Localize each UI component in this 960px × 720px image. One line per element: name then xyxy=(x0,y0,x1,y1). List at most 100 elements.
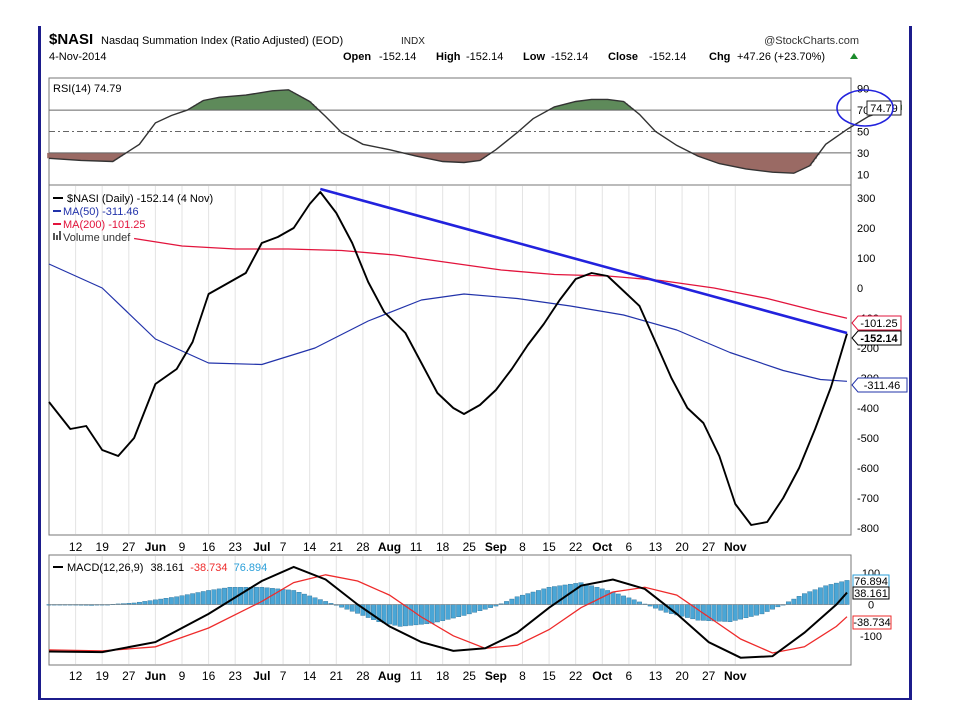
high-label: High xyxy=(436,51,461,63)
price-tick-label: -600 xyxy=(857,463,879,475)
x-tick-label: 20 xyxy=(675,540,689,554)
macd-hist-bar xyxy=(397,604,403,627)
macd-value-tags: 76.894 38.161 -38.734 xyxy=(852,574,892,630)
macd-hist-bar xyxy=(716,604,722,622)
price-tick-label: -200 xyxy=(857,343,879,355)
macd-hist-bar xyxy=(631,599,637,605)
macd-hist-bar xyxy=(184,594,190,605)
macd-legend-signal: -38.734 xyxy=(190,562,227,574)
brand-label: @StockCharts.com xyxy=(764,35,859,47)
macd-hist-bar xyxy=(504,601,509,605)
macd-hist-bar xyxy=(759,604,765,615)
macd-hist-bar xyxy=(844,580,850,605)
macd-hist-bar xyxy=(796,596,802,605)
price-tick-label: -700 xyxy=(857,493,879,505)
macd-hist-bar xyxy=(168,597,174,605)
macd-hist-bar xyxy=(812,589,818,605)
rsi-tick-label: 70 xyxy=(857,105,869,117)
x-tick-label: Jul xyxy=(253,669,270,683)
ma50-tag: -311.46 xyxy=(851,377,908,393)
macd-hist-bar xyxy=(610,591,616,605)
x-tick-label: Jun xyxy=(145,669,166,683)
macd-hist-bar xyxy=(695,604,701,621)
macd-macd-tag: 38.161 xyxy=(854,588,888,600)
price-tag-text: -152.14 xyxy=(860,333,898,345)
price-tick-label: 100 xyxy=(857,253,875,265)
macd-hist-bar xyxy=(461,604,467,616)
macd-legend-text: MACD(12,26,9) 38.161 -38.734 76.894 xyxy=(67,562,267,574)
ma50-line xyxy=(48,263,848,382)
chart-header: $NASI Nasdaq Summation Index (Ratio Adju… xyxy=(49,31,859,63)
macd-hist-bar xyxy=(317,599,323,605)
macd-hist-bar xyxy=(152,599,158,605)
x-tick-label: Jun xyxy=(145,540,166,554)
macd-hist-bar xyxy=(472,604,477,613)
rsi-last-value-tag: 74.79 xyxy=(836,89,902,127)
x-tick-label: 6 xyxy=(626,669,633,683)
x-tick-label: 25 xyxy=(463,669,477,683)
price-layers xyxy=(48,187,848,526)
macd-hist-bar xyxy=(764,604,770,612)
macd-hist-bar xyxy=(349,604,355,612)
macd-hist-bar xyxy=(605,590,611,605)
macd-hist-bar xyxy=(514,596,520,605)
macd-hist-bar xyxy=(833,582,839,605)
macd-hist-bar xyxy=(285,589,291,605)
x-tick-label: Aug xyxy=(378,669,401,683)
x-tick-label: Oct xyxy=(592,540,612,554)
x-tick-label: 9 xyxy=(179,669,186,683)
legend-ma50: MA(50) -311.46 xyxy=(63,206,139,218)
macd-hist-bar xyxy=(456,604,462,617)
legend-ma200: MA(200) -101.25 xyxy=(63,219,146,231)
macd-hist-bar xyxy=(786,601,791,605)
macd-hist-bar xyxy=(248,587,254,605)
x-tick-label: 28 xyxy=(356,540,370,554)
macd-hist-bar xyxy=(482,604,488,610)
x-tick-label: 19 xyxy=(96,669,110,683)
macd-legend: MACD(12,26,9) 38.161 -38.734 76.894 xyxy=(53,562,267,574)
rsi-levels xyxy=(49,109,851,154)
macd-hist-bar xyxy=(615,593,621,605)
rsi-tick-label: 10 xyxy=(857,169,869,181)
macd-hist-bar xyxy=(450,604,456,619)
macd-legend-hist: 76.894 xyxy=(234,562,268,574)
macd-hist-bar xyxy=(653,604,658,609)
price-line xyxy=(48,191,848,526)
x-tick-label: 11 xyxy=(410,540,423,554)
low-value: -152.14 xyxy=(551,51,588,63)
x-tick-label: 27 xyxy=(122,669,136,683)
macd-hist-bar xyxy=(743,604,749,619)
macd-hist-bar xyxy=(147,600,153,605)
x-tick-label: 15 xyxy=(542,669,556,683)
x-tick-label: Nov xyxy=(724,540,747,554)
macd-hist-bar xyxy=(738,604,744,620)
x-tick-label: 6 xyxy=(626,540,633,554)
low-label: Low xyxy=(523,51,545,63)
rsi-legend: RSI(14) 74.79 xyxy=(53,83,121,95)
macd-hist-bar xyxy=(142,601,148,605)
high-value: -152.14 xyxy=(466,51,503,63)
macd-hist-bar xyxy=(520,594,525,605)
x-tick-label: 13 xyxy=(649,540,663,554)
macd-hist-bar xyxy=(488,604,493,608)
up-arrow-icon xyxy=(850,53,858,59)
macd-hist-bar xyxy=(685,604,690,618)
macd-hist-bar xyxy=(312,597,318,605)
x-tick-label: 13 xyxy=(649,669,663,683)
macd-hist-bar xyxy=(419,604,424,625)
macd-hist-bar xyxy=(637,601,642,605)
macd-hist-bar xyxy=(137,601,142,605)
x-tick-label: 8 xyxy=(519,540,526,554)
rsi-series-line xyxy=(48,89,901,174)
x-tick-label: 7 xyxy=(280,540,287,554)
macd-signal-line xyxy=(48,574,848,654)
ma50-tag-text: -311.46 xyxy=(864,380,901,392)
x-tick-label: 19 xyxy=(96,540,110,554)
price-tick-label: 300 xyxy=(857,193,875,205)
macd-hist-bar xyxy=(546,587,552,605)
x-tick-label: 21 xyxy=(330,540,344,554)
chg-label: Chg xyxy=(709,51,730,63)
macd-legend-macd: 38.161 xyxy=(150,562,184,574)
x-tick-label: Sep xyxy=(485,669,507,683)
